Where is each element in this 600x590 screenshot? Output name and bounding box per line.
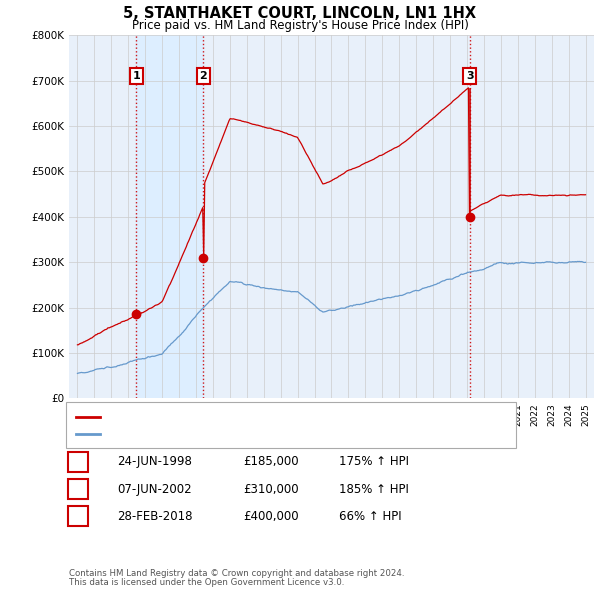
- Text: 07-JUN-2002: 07-JUN-2002: [117, 483, 191, 496]
- Text: 1: 1: [133, 71, 140, 81]
- Text: 66% ↑ HPI: 66% ↑ HPI: [339, 510, 401, 523]
- Text: 3: 3: [74, 510, 82, 523]
- Text: This data is licensed under the Open Government Licence v3.0.: This data is licensed under the Open Gov…: [69, 578, 344, 587]
- Text: £185,000: £185,000: [243, 455, 299, 468]
- Text: 175% ↑ HPI: 175% ↑ HPI: [339, 455, 409, 468]
- Text: 2: 2: [200, 71, 208, 81]
- Text: £400,000: £400,000: [243, 510, 299, 523]
- Text: 5, STANTHAKET COURT, LINCOLN, LN1 1HX: 5, STANTHAKET COURT, LINCOLN, LN1 1HX: [124, 6, 476, 21]
- Text: 2: 2: [74, 483, 82, 496]
- Text: 3: 3: [466, 71, 473, 81]
- Text: £310,000: £310,000: [243, 483, 299, 496]
- Text: 5, STANTHAKET COURT, LINCOLN, LN1 1HX (detached house): 5, STANTHAKET COURT, LINCOLN, LN1 1HX (d…: [106, 412, 425, 422]
- Text: Price paid vs. HM Land Registry's House Price Index (HPI): Price paid vs. HM Land Registry's House …: [131, 19, 469, 32]
- Text: 24-JUN-1998: 24-JUN-1998: [117, 455, 192, 468]
- Text: Contains HM Land Registry data © Crown copyright and database right 2024.: Contains HM Land Registry data © Crown c…: [69, 569, 404, 578]
- Text: HPI: Average price, detached house, Lincoln: HPI: Average price, detached house, Linc…: [106, 429, 336, 439]
- Text: 185% ↑ HPI: 185% ↑ HPI: [339, 483, 409, 496]
- Bar: [136, 35, 203, 398]
- Text: 1: 1: [74, 455, 82, 468]
- Text: 28-FEB-2018: 28-FEB-2018: [117, 510, 193, 523]
